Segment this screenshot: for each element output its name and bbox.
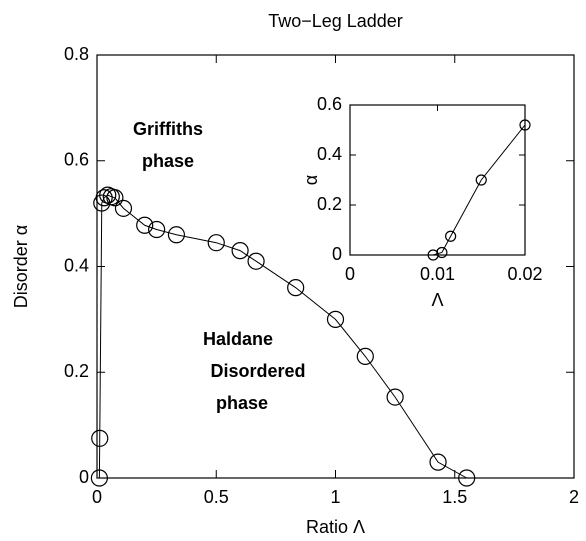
- y-tick-label: 0.2: [317, 194, 342, 214]
- y-tick-label: 0.8: [64, 44, 89, 64]
- x-tick-label: 1.5: [442, 487, 467, 507]
- plot-frame: [349, 104, 526, 256]
- data-point: [95, 189, 113, 207]
- data-point: [429, 453, 447, 471]
- data-point: [114, 199, 133, 217]
- annotation: phase: [142, 151, 194, 171]
- data-point: [231, 242, 249, 260]
- data-point: [99, 186, 117, 204]
- annotation: Disordered: [210, 361, 305, 381]
- y-tick-label: 0.4: [64, 255, 89, 275]
- x-tick-label: 2: [569, 487, 579, 507]
- x-tick-label: 0: [92, 487, 102, 507]
- x-tick-label: 0.02: [507, 264, 542, 284]
- data-point: [247, 252, 265, 270]
- y-tick-label: 0.4: [317, 144, 342, 164]
- data-point: [167, 226, 186, 244]
- data-point: [445, 230, 457, 242]
- x-tick-label: 1: [330, 487, 340, 507]
- annotation: Haldane: [203, 329, 273, 349]
- x-tick-label: 0.01: [420, 264, 455, 284]
- y-tick-label: 0: [332, 244, 342, 264]
- annotation: Griffiths: [133, 119, 203, 139]
- x-axis-label: Ratio Λ: [306, 517, 365, 537]
- data-point: [356, 347, 374, 365]
- y-axis-label: Disorder α: [11, 225, 31, 308]
- data-point: [386, 388, 404, 406]
- x-tick-label: 0: [345, 264, 355, 284]
- data-point: [326, 310, 345, 328]
- data-point: [136, 216, 154, 234]
- y-tick-label: 0.2: [64, 361, 89, 381]
- data-point: [458, 469, 476, 487]
- data-point: [436, 246, 448, 259]
- chart-title: Two−Leg Ladder: [268, 11, 403, 31]
- y-tick-label: 0: [79, 467, 89, 487]
- data-point: [287, 279, 305, 297]
- y-tick-label: 0.6: [64, 150, 89, 170]
- data-point: [519, 119, 531, 131]
- y-tick-label: 0.6: [317, 94, 342, 114]
- data-point: [475, 174, 487, 186]
- data-point: [91, 429, 109, 447]
- x-tick-label: 0.5: [204, 487, 229, 507]
- data-point: [106, 189, 124, 207]
- data-point: [207, 234, 225, 252]
- annotation: phase: [216, 393, 268, 413]
- x-axis-label: Λ: [431, 290, 443, 310]
- data-point: [148, 220, 166, 239]
- data-point: [90, 469, 108, 487]
- y-axis-label: α: [301, 175, 321, 185]
- data-line: [432, 124, 526, 256]
